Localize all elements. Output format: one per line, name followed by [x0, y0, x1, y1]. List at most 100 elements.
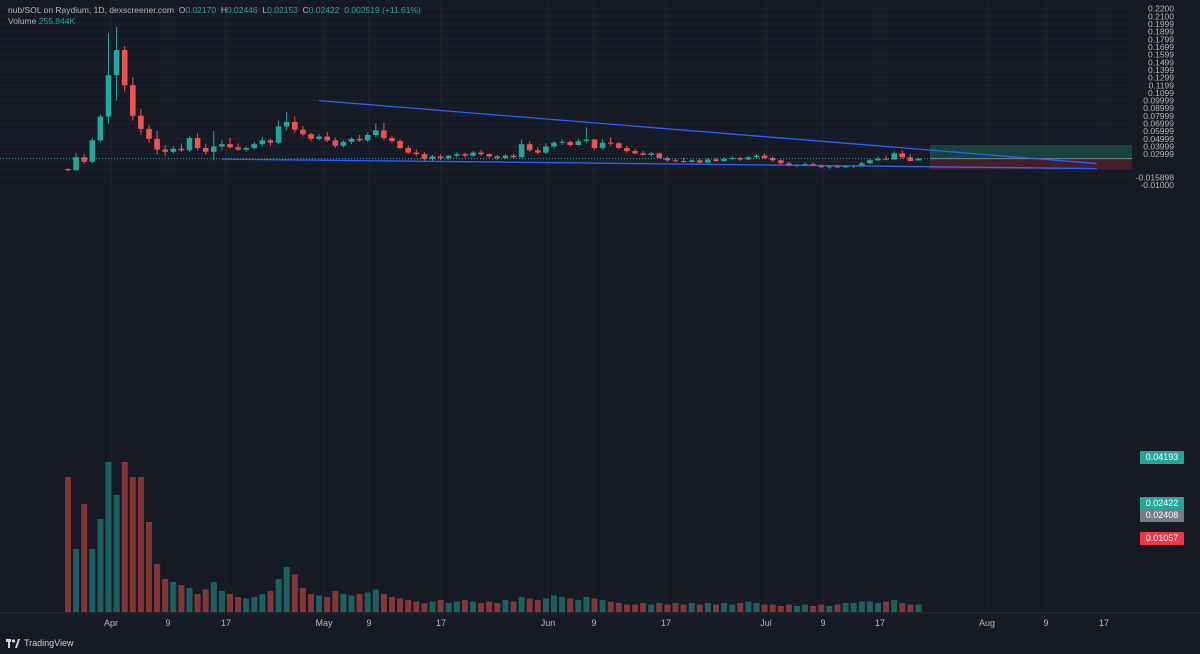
- candle-body: [591, 139, 598, 149]
- time-axis-label: 9: [165, 618, 170, 628]
- trendline[interactable]: [319, 99, 1097, 165]
- candle-body: [859, 163, 865, 166]
- candle-body: [551, 142, 557, 147]
- candle-body: [308, 134, 314, 139]
- candle-body: [170, 148, 177, 152]
- volume-bar: [461, 600, 468, 612]
- trendline[interactable]: [221, 158, 1097, 170]
- volume-bar: [194, 594, 201, 612]
- candle-body: [899, 153, 906, 158]
- symbol-title[interactable]: nub/SOL on Raydium, 1D, dexscreener.com: [8, 5, 174, 15]
- candle-body: [300, 129, 306, 135]
- price-axis-label: 0.2200: [1148, 4, 1174, 14]
- candle-body: [640, 153, 646, 155]
- candle-body: [146, 128, 152, 139]
- volume-bar: [737, 603, 744, 612]
- candle-body: [356, 138, 363, 141]
- last-price-badge: 0.02422: [1140, 497, 1184, 510]
- candle-body: [721, 158, 727, 162]
- candle-body: [583, 139, 590, 142]
- volume-bar: [283, 567, 290, 612]
- candle-body: [340, 141, 347, 146]
- price-axis-label: -0.01000: [1140, 180, 1174, 190]
- candle-body: [907, 157, 914, 162]
- volume-bar: [640, 603, 647, 612]
- candle-body: [599, 142, 606, 149]
- volume-bar: [316, 595, 323, 612]
- candle-body: [462, 154, 468, 156]
- candle-body: [186, 138, 193, 151]
- volume-bar: [364, 592, 371, 612]
- candle-body: [154, 138, 160, 150]
- price-axis-label: 0.1899: [1148, 27, 1174, 37]
- candle-body: [875, 158, 881, 161]
- candle-body: [113, 49, 120, 76]
- volume-bar: [607, 601, 614, 612]
- price-axis-label: 0.09999: [1143, 96, 1174, 106]
- volume-bar: [332, 591, 339, 612]
- volume-bar: [453, 601, 460, 612]
- volume-bar: [785, 604, 792, 612]
- time-axis-label: Jul: [760, 618, 772, 628]
- candle-body: [769, 157, 776, 161]
- trendlines[interactable]: [221, 99, 1097, 170]
- candle-body: [259, 140, 266, 145]
- volume-bar: [405, 600, 412, 612]
- volume-bar: [899, 603, 906, 612]
- candle-body: [211, 146, 217, 152]
- volume-bar: [470, 601, 476, 612]
- change-value: 0.002519 (+11.61%): [344, 5, 421, 15]
- candle-body: [624, 148, 630, 152]
- price-axis-label: 0.04999: [1143, 134, 1174, 144]
- volume-bar: [324, 597, 331, 612]
- volume-bars: [65, 462, 922, 612]
- volume-bar: [794, 606, 800, 612]
- long-position-zones[interactable]: [930, 145, 1132, 170]
- volume-line: Volume 255.844K: [8, 16, 421, 27]
- volume-bar: [340, 594, 347, 612]
- stop-price-badge: 0.01057: [1140, 532, 1184, 545]
- stop-zone[interactable]: [930, 158, 1132, 170]
- candle-body: [616, 143, 622, 149]
- target-zone[interactable]: [930, 145, 1132, 159]
- candle-body: [348, 138, 355, 142]
- volume-bar: [146, 522, 152, 612]
- volume-bar: [202, 589, 209, 612]
- volume-bar: [502, 600, 509, 612]
- volume-bar: [866, 601, 873, 612]
- grid-lines: [0, 0, 1132, 613]
- volume-bar: [389, 597, 395, 612]
- candle-body: [332, 140, 339, 146]
- candle-body: [445, 155, 452, 158]
- candle-body: [672, 160, 679, 162]
- candle-body: [632, 151, 638, 154]
- candle-body: [437, 156, 444, 158]
- candle-body: [405, 148, 411, 153]
- tradingview-logo[interactable]: TradingView: [6, 638, 74, 648]
- volume-bar: [81, 504, 88, 612]
- volume-bar: [348, 595, 355, 612]
- volume-bar: [275, 579, 282, 612]
- volume-bar: [235, 597, 242, 612]
- candle-body: [251, 144, 258, 149]
- candle-body: [575, 141, 582, 145]
- target-price-badge: 0.04193: [1140, 451, 1184, 464]
- price-axis[interactable]: 0.22000.21000.19990.18990.17990.16990.15…: [1136, 4, 1175, 190]
- candle-body: [745, 157, 752, 160]
- candle-body: [275, 126, 282, 143]
- volume-bar: [105, 462, 112, 612]
- time-axis-label: Apr: [104, 618, 118, 628]
- volume-bar: [664, 604, 671, 612]
- chart-header: nub/SOL on Raydium, 1D, dexscreener.com …: [8, 5, 421, 27]
- time-axis-label: 9: [366, 618, 371, 628]
- volume-bar: [299, 588, 306, 612]
- candle-body: [753, 155, 760, 158]
- candle-body: [65, 169, 71, 171]
- volume-bar: [826, 606, 833, 612]
- volume-bar: [713, 604, 719, 612]
- time-axis[interactable]: Apr 9 17 May 9 17 Jun 9 17 Jul 9 17 Aug 9 17: [104, 618, 1109, 628]
- time-axis-label: Jun: [541, 618, 556, 628]
- candle-body: [162, 149, 168, 152]
- volume-bar: [308, 594, 314, 612]
